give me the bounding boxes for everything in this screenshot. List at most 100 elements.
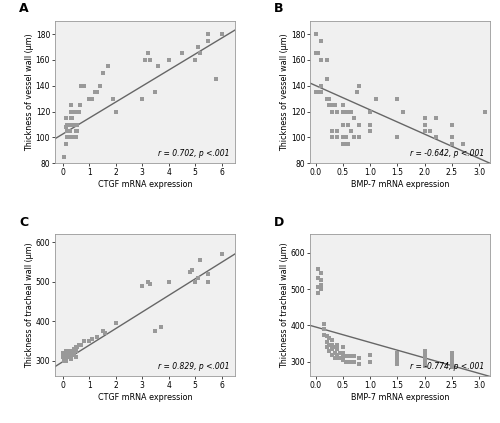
Point	[344, 121, 352, 128]
Point	[66, 349, 74, 356]
Point	[334, 342, 342, 349]
Point	[75, 341, 83, 348]
Point	[352, 89, 360, 96]
Point	[394, 360, 402, 367]
Point	[218, 251, 226, 258]
Point	[426, 128, 434, 135]
Point	[76, 102, 84, 109]
Point	[366, 121, 374, 128]
Point	[339, 349, 347, 356]
Point	[356, 134, 364, 141]
Point	[66, 134, 74, 141]
Point	[334, 128, 342, 135]
Point	[420, 355, 428, 362]
Point	[68, 108, 76, 115]
Point	[350, 134, 358, 141]
Point	[86, 95, 94, 102]
Point	[317, 269, 325, 276]
Point	[356, 82, 364, 89]
Point	[312, 89, 320, 96]
Text: B: B	[274, 3, 284, 16]
Y-axis label: Thickness of tracheal wall (μm): Thickness of tracheal wall (μm)	[280, 242, 289, 368]
Point	[67, 102, 75, 109]
Point	[78, 82, 86, 89]
Point	[339, 344, 347, 351]
Point	[194, 275, 202, 281]
Point	[146, 57, 154, 63]
Point	[138, 95, 146, 102]
Point	[94, 334, 102, 341]
Point	[62, 347, 70, 354]
Point	[328, 134, 336, 141]
Point	[342, 134, 349, 141]
Point	[394, 95, 402, 102]
Point	[328, 337, 336, 343]
Point	[339, 102, 347, 109]
Point	[68, 352, 76, 358]
Point	[101, 330, 109, 336]
Point	[334, 355, 342, 362]
Point	[314, 275, 322, 281]
Text: r = -0.774, p <.001: r = -0.774, p <.001	[410, 362, 484, 371]
Point	[204, 37, 212, 44]
Point	[80, 82, 88, 89]
Point	[204, 278, 212, 285]
Point	[66, 352, 74, 358]
Point	[350, 359, 358, 365]
Point	[72, 134, 80, 141]
Point	[339, 357, 347, 363]
Point	[317, 82, 325, 89]
Point	[326, 342, 334, 349]
Point	[320, 320, 328, 327]
Point	[144, 278, 152, 285]
Point	[344, 140, 352, 147]
Point	[204, 31, 212, 38]
Point	[96, 82, 104, 89]
Point	[88, 95, 96, 102]
Point	[420, 348, 428, 354]
Text: r = 0.829, p <.001: r = 0.829, p <.001	[158, 362, 230, 371]
Point	[74, 128, 82, 135]
Point	[194, 44, 202, 50]
Point	[62, 352, 70, 358]
Point	[350, 353, 358, 360]
Point	[178, 50, 186, 57]
Point	[71, 347, 79, 354]
Point	[339, 121, 347, 128]
Point	[67, 355, 75, 362]
X-axis label: BMP-7 mRNA expression: BMP-7 mRNA expression	[351, 393, 450, 402]
Point	[94, 89, 102, 96]
Text: D: D	[274, 216, 284, 229]
Point	[317, 57, 325, 63]
Point	[90, 89, 98, 96]
Point	[70, 346, 78, 352]
Point	[59, 349, 67, 356]
Point	[317, 89, 325, 96]
Point	[64, 134, 72, 141]
Point	[71, 121, 79, 128]
Point	[98, 69, 106, 76]
Point	[312, 31, 320, 38]
Point	[63, 128, 71, 135]
Point	[420, 362, 428, 369]
Point	[156, 324, 164, 330]
Point	[342, 353, 349, 360]
Point	[212, 76, 220, 82]
Point	[480, 108, 488, 115]
Point	[80, 338, 88, 344]
Point	[64, 352, 72, 358]
Point	[331, 355, 339, 362]
Point	[64, 128, 72, 135]
Point	[394, 357, 402, 363]
Point	[317, 277, 325, 283]
Point	[328, 128, 336, 135]
X-axis label: CTGF mRNA expression: CTGF mRNA expression	[98, 393, 192, 402]
X-axis label: CTGF mRNA expression: CTGF mRNA expression	[98, 180, 192, 189]
Point	[154, 63, 162, 70]
Point	[70, 352, 78, 358]
Point	[63, 349, 71, 356]
Point	[138, 282, 146, 289]
Point	[98, 328, 106, 335]
Point	[322, 57, 330, 63]
Point	[144, 50, 152, 57]
